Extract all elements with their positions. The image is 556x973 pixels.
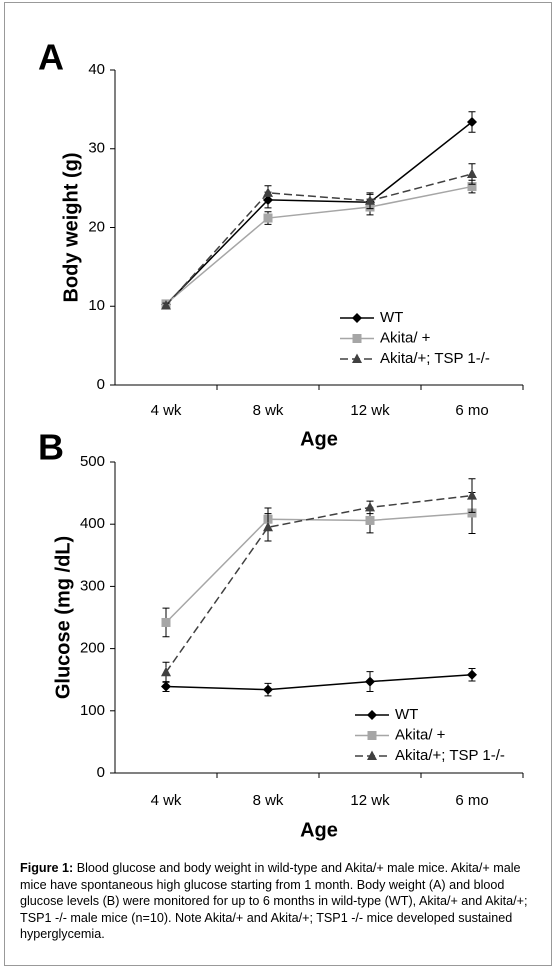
caption: Figure 1: Blood glucose and body weight …: [20, 860, 542, 943]
legend-label: Akita/ +: [380, 329, 431, 346]
y-tick-label: 20: [88, 218, 105, 235]
y-tick-label: 0: [97, 376, 105, 393]
marker: [467, 168, 477, 178]
marker: [365, 515, 375, 525]
series-line: [165, 494, 473, 673]
legend-marker: [352, 353, 362, 363]
marker: [365, 676, 375, 687]
marker: [467, 669, 477, 680]
caption-text: Blood glucose and body weight in wild-ty…: [20, 861, 528, 941]
marker: [161, 666, 171, 677]
y-tick-label: 100: [80, 702, 105, 719]
legend-label: Akita/+; TSP 1-/-: [395, 747, 505, 764]
y-tick-label: 40: [88, 61, 105, 78]
series-line: [165, 121, 473, 306]
legend-marker: [367, 710, 377, 720]
caption-label: Figure 1:: [20, 861, 74, 875]
x-tick-label: 12 wk: [350, 402, 390, 419]
marker: [263, 684, 273, 695]
legend-marker: [367, 731, 377, 740]
x-tick-label: 4 wk: [151, 402, 182, 419]
y-tick-label: 300: [80, 577, 105, 594]
series-line: [165, 173, 473, 306]
y-tick-label: 30: [88, 140, 105, 157]
x-tick-label: 12 wk: [350, 792, 390, 809]
legend-label: Akita/+; TSP 1-/-: [380, 350, 490, 367]
x-tick-label: 6 mo: [455, 792, 488, 809]
panel-label: A: [38, 37, 64, 78]
marker: [263, 521, 273, 532]
figure-border: [4, 2, 552, 966]
y-tick-label: 10: [88, 297, 105, 314]
legend-marker: [352, 313, 362, 323]
marker: [161, 617, 171, 627]
y-axis-label: Body weight (g): [60, 153, 82, 303]
y-tick-label: 500: [80, 453, 105, 470]
y-axis-label: Glucose (mg /dL): [52, 536, 74, 699]
legend-marker: [352, 334, 362, 343]
x-tick-label: 8 wk: [253, 402, 284, 419]
y-tick-label: 0: [97, 764, 105, 781]
series-line: [165, 512, 473, 624]
panel-label: B: [38, 427, 64, 468]
legend-label: WT: [395, 706, 418, 723]
x-axis-label: Age: [300, 428, 338, 450]
legend-marker: [367, 750, 377, 760]
marker: [161, 681, 171, 692]
y-tick-label: 400: [80, 515, 105, 532]
y-tick-label: 200: [80, 640, 105, 657]
marker: [467, 116, 477, 127]
marker: [467, 508, 477, 518]
marker: [467, 182, 477, 192]
x-axis-label: Age: [300, 819, 338, 841]
series-line: [165, 673, 473, 691]
x-tick-label: 6 mo: [455, 402, 488, 419]
legend-label: WT: [380, 309, 403, 326]
x-tick-label: 8 wk: [253, 792, 284, 809]
legend-label: Akita/ +: [395, 726, 446, 743]
series-line: [165, 185, 473, 305]
marker: [365, 195, 375, 205]
marker: [365, 501, 375, 512]
marker: [263, 187, 273, 197]
marker: [161, 299, 171, 310]
marker: [467, 490, 477, 500]
marker: [263, 213, 273, 223]
x-tick-label: 4 wk: [151, 792, 182, 809]
